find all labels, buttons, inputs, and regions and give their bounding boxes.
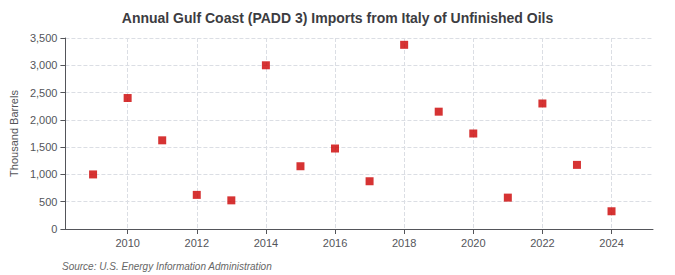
svg-text:2024: 2024 [599,237,623,249]
svg-text:2,000: 2,000 [30,114,58,126]
svg-text:1,500: 1,500 [30,141,58,153]
svg-text:1,000: 1,000 [30,168,58,180]
svg-text:2022: 2022 [530,237,554,249]
svg-text:3,000: 3,000 [30,59,58,71]
svg-text:Annual Gulf Coast (PADD 3) Imp: Annual Gulf Coast (PADD 3) Imports from … [122,10,554,26]
svg-text:2012: 2012 [185,237,209,249]
svg-text:0: 0 [51,223,57,235]
svg-text:Source: U.S. Energy Informatio: Source: U.S. Energy Information Administ… [62,261,272,272]
svg-text:2020: 2020 [461,237,485,249]
svg-text:2016: 2016 [323,237,347,249]
svg-text:2010: 2010 [115,237,139,249]
svg-text:3,500: 3,500 [30,32,58,44]
svg-text:2018: 2018 [392,237,416,249]
svg-text:2,500: 2,500 [30,87,58,99]
svg-text:Thousand Barrels: Thousand Barrels [8,90,20,177]
svg-text:500: 500 [39,196,57,208]
svg-text:2014: 2014 [254,237,278,249]
